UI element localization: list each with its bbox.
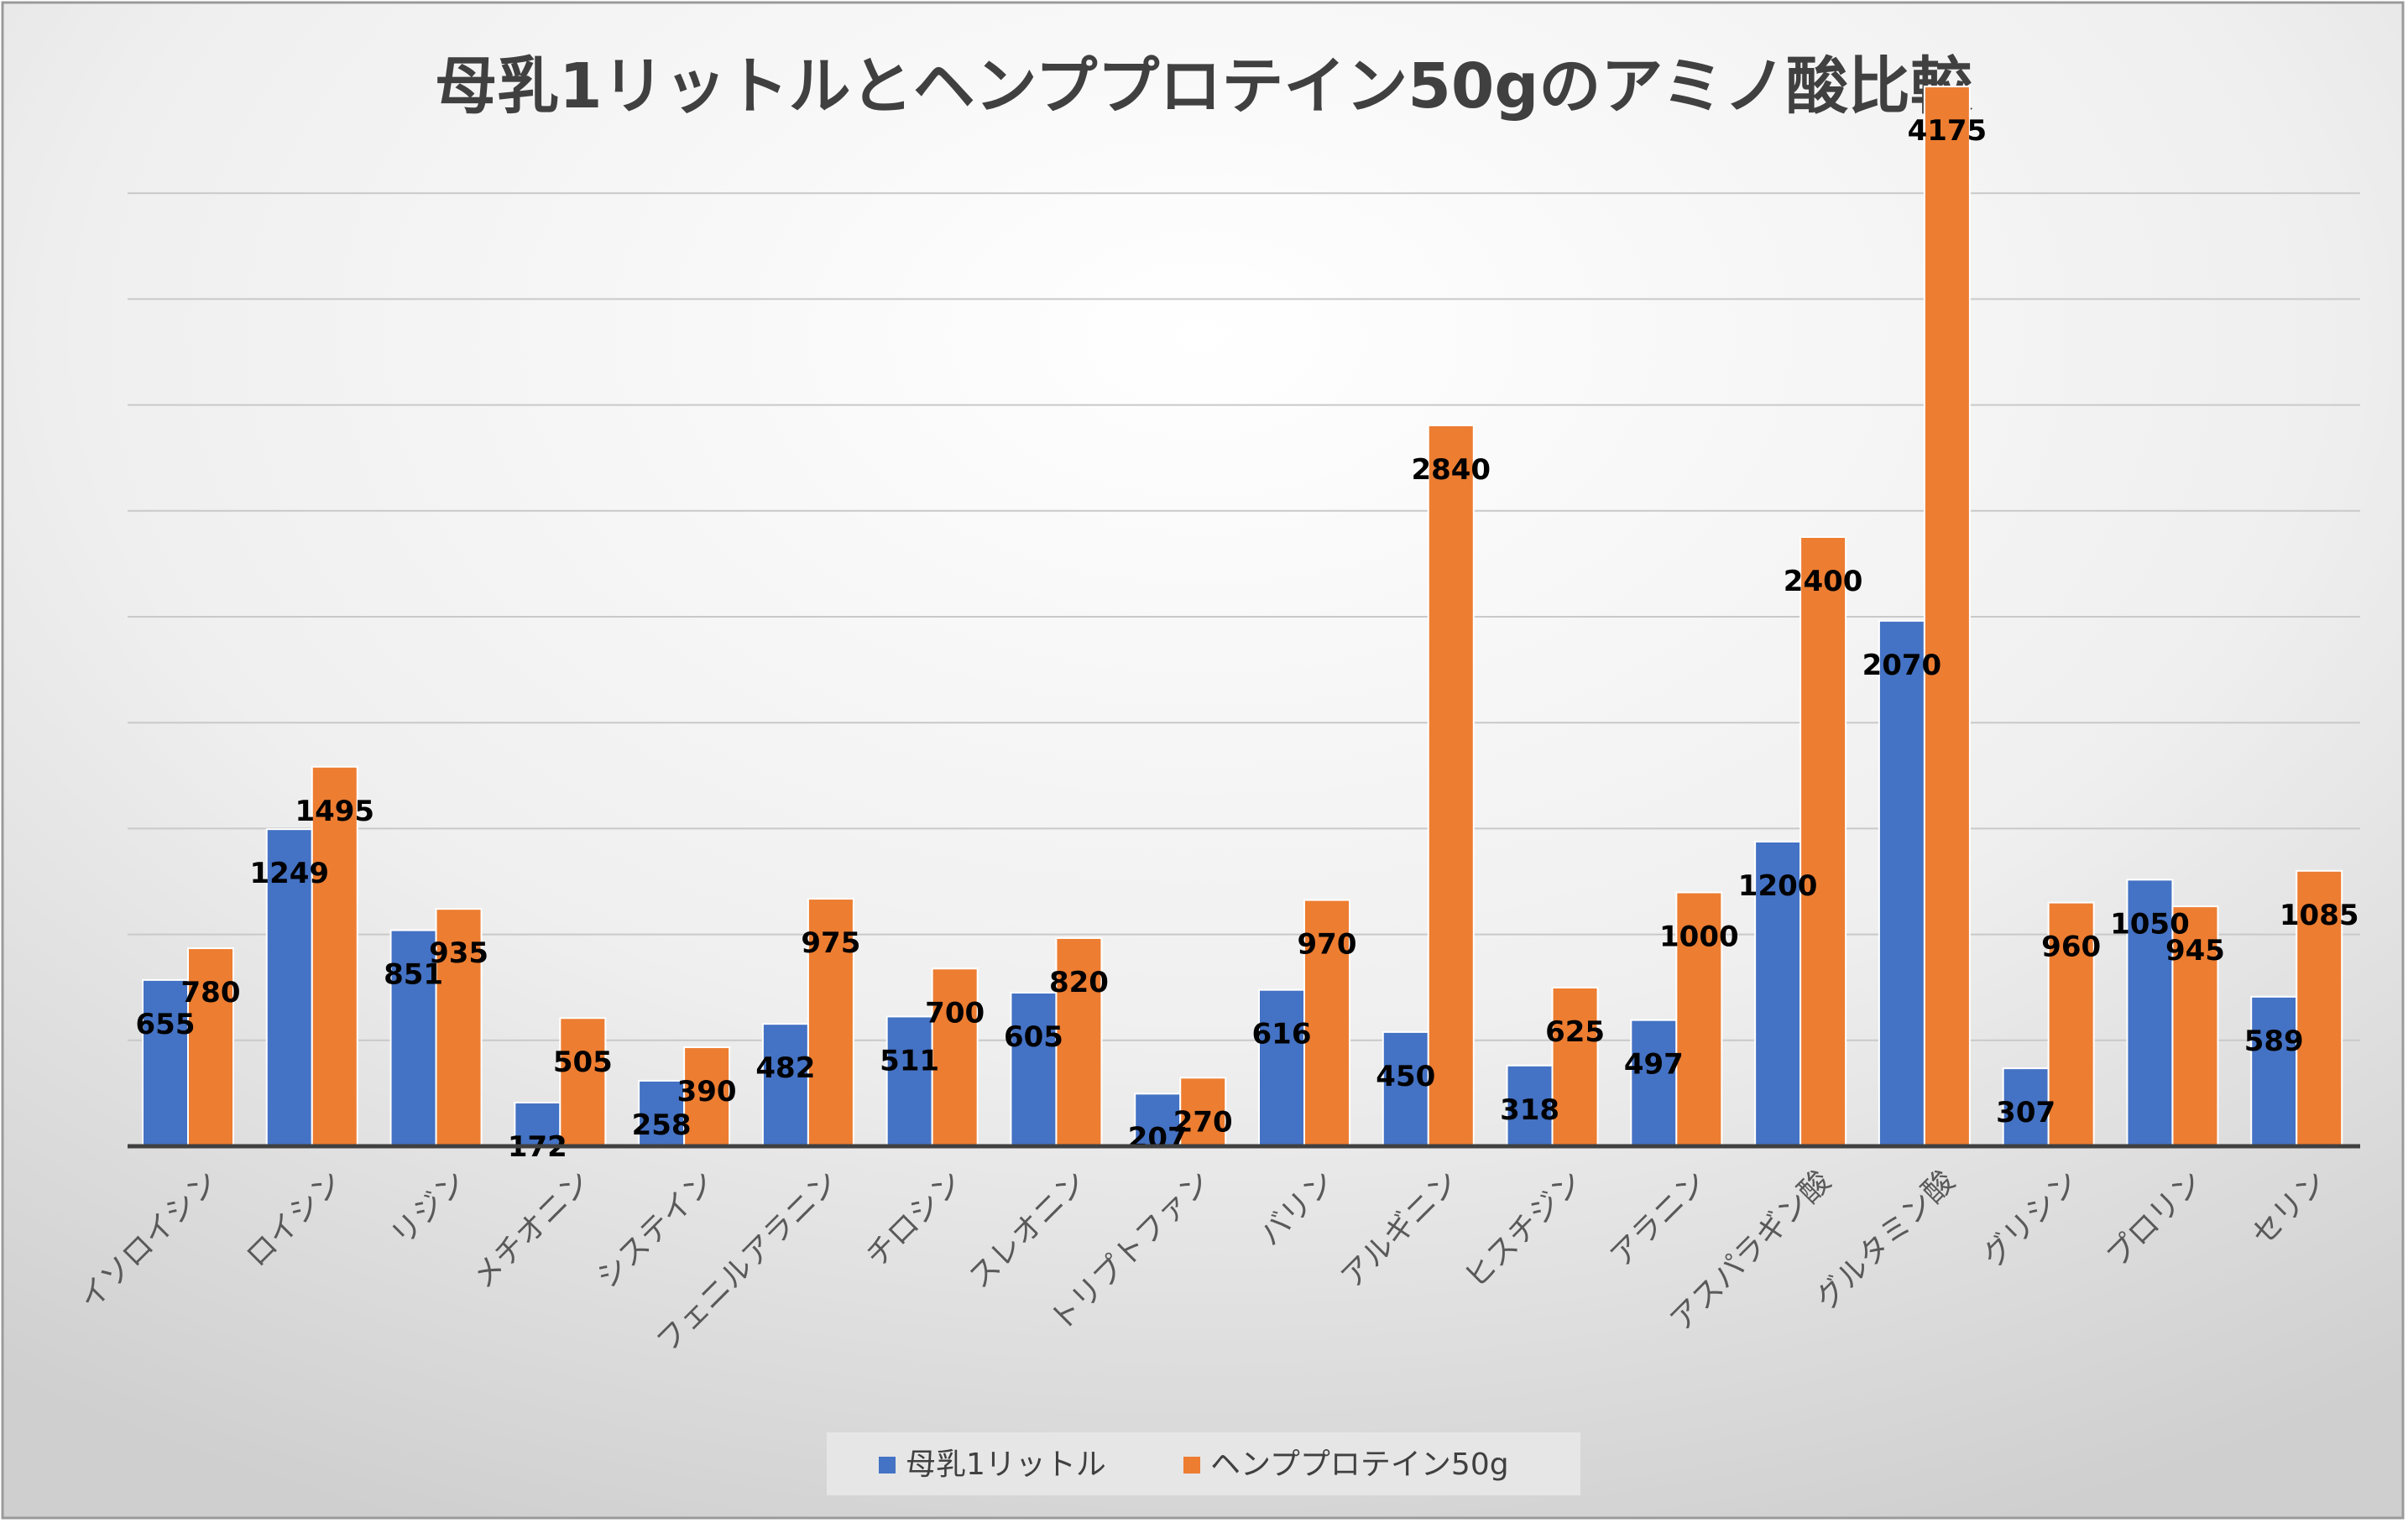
value-label-hemp-2: 935 bbox=[429, 936, 488, 970]
value-label-breastmilk-14: 2070 bbox=[1862, 649, 1942, 682]
legend-swatch-breastmilk bbox=[879, 1457, 896, 1473]
legend-label-breastmilk: 母乳1リットル bbox=[906, 1447, 1106, 1482]
value-label-hemp-10: 2840 bbox=[1411, 453, 1491, 487]
bar-breastmilk-8 bbox=[1134, 1093, 1182, 1147]
bar-breastmilk-12 bbox=[1630, 1019, 1678, 1147]
chart-title: 母乳1リットルとヘンププロテイン50gのアミノ酸比較 bbox=[435, 50, 1973, 123]
value-label-breastmilk-7: 605 bbox=[1004, 1020, 1063, 1054]
bars bbox=[142, 86, 2343, 1148]
value-label-hemp-3: 505 bbox=[553, 1046, 613, 1079]
value-label-hemp-0: 780 bbox=[181, 976, 241, 1009]
value-labels: 6557801249149585193517250525839048297551… bbox=[136, 114, 2359, 1164]
bar-breastmilk-7 bbox=[1010, 991, 1058, 1148]
value-label-breastmilk-8: 207 bbox=[1128, 1121, 1188, 1155]
value-label-breastmilk-1: 1249 bbox=[249, 857, 329, 890]
bar-breastmilk-5 bbox=[761, 1023, 809, 1147]
value-label-hemp-13: 2400 bbox=[1784, 565, 1863, 598]
bar-breastmilk-10 bbox=[1382, 1030, 1429, 1147]
bar-hemp-16 bbox=[2171, 905, 2219, 1147]
value-label-breastmilk-2: 851 bbox=[384, 958, 443, 992]
value-label-hemp-1: 1495 bbox=[295, 795, 374, 828]
bar-hemp-15 bbox=[2047, 901, 2095, 1147]
bar-hemp-13 bbox=[1799, 536, 1847, 1147]
bar-breastmilk-13 bbox=[1754, 841, 1802, 1147]
bar-hemp-3 bbox=[559, 1017, 607, 1148]
legend-swatch-hemp bbox=[1183, 1457, 1200, 1473]
bar-hemp-12 bbox=[1675, 891, 1723, 1147]
bar-breastmilk-6 bbox=[885, 1015, 933, 1147]
legend-label-hemp: ヘンププロテイン50g bbox=[1210, 1447, 1509, 1482]
value-label-breastmilk-17: 589 bbox=[2244, 1025, 2304, 1058]
value-label-hemp-6: 700 bbox=[925, 996, 985, 1030]
value-label-hemp-15: 960 bbox=[2041, 931, 2101, 964]
bar-hemp-6 bbox=[931, 968, 979, 1147]
bar-breastmilk-17 bbox=[2250, 995, 2298, 1148]
value-label-breastmilk-12: 497 bbox=[1624, 1048, 1684, 1082]
value-label-hemp-11: 625 bbox=[1545, 1015, 1605, 1049]
legend-box bbox=[827, 1432, 1580, 1495]
value-label-hemp-14: 4175 bbox=[1908, 114, 1988, 148]
legend: 母乳1リットル ヘンププロテイン50g bbox=[827, 1432, 1580, 1495]
value-label-breastmilk-13: 1200 bbox=[1738, 869, 1818, 903]
value-label-breastmilk-9: 616 bbox=[1252, 1018, 1312, 1051]
bar-hemp-10 bbox=[1427, 424, 1475, 1147]
value-label-breastmilk-6: 511 bbox=[880, 1044, 939, 1077]
value-label-breastmilk-11: 318 bbox=[1500, 1093, 1559, 1127]
bar-hemp-5 bbox=[807, 898, 854, 1147]
value-label-hemp-5: 975 bbox=[801, 926, 860, 960]
value-label-hemp-12: 1000 bbox=[1659, 921, 1739, 954]
bar-hemp-17 bbox=[2296, 869, 2343, 1147]
bar-breastmilk-3 bbox=[514, 1101, 562, 1147]
bar-hemp-2 bbox=[435, 908, 483, 1147]
bar-hemp-9 bbox=[1303, 899, 1350, 1147]
bar-breastmilk-9 bbox=[1258, 988, 1305, 1148]
bar-breastmilk-4 bbox=[638, 1079, 686, 1147]
value-label-breastmilk-4: 258 bbox=[632, 1108, 692, 1142]
value-label-breastmilk-16: 1050 bbox=[2110, 907, 2190, 941]
value-label-hemp-4: 390 bbox=[677, 1075, 737, 1108]
bar-breastmilk-16 bbox=[2126, 879, 2174, 1147]
value-label-breastmilk-10: 450 bbox=[1376, 1060, 1435, 1093]
value-label-hemp-9: 970 bbox=[1298, 928, 1357, 962]
bar-hemp-11 bbox=[1551, 986, 1599, 1147]
value-label-hemp-8: 270 bbox=[1173, 1105, 1233, 1139]
value-label-breastmilk-15: 307 bbox=[1996, 1096, 2055, 1129]
value-label-breastmilk-5: 482 bbox=[755, 1051, 815, 1085]
bar-hemp-8 bbox=[1179, 1077, 1227, 1147]
value-label-breastmilk-0: 655 bbox=[136, 1008, 196, 1041]
bar-hemp-14 bbox=[1923, 86, 1971, 1147]
value-label-hemp-16: 945 bbox=[2165, 934, 2225, 968]
gridlines bbox=[128, 192, 2360, 1041]
bar-hemp-7 bbox=[1055, 936, 1103, 1147]
value-label-hemp-17: 1085 bbox=[2280, 899, 2359, 932]
bar-breastmilk-14 bbox=[1878, 619, 1925, 1147]
value-label-hemp-7: 820 bbox=[1049, 966, 1109, 999]
